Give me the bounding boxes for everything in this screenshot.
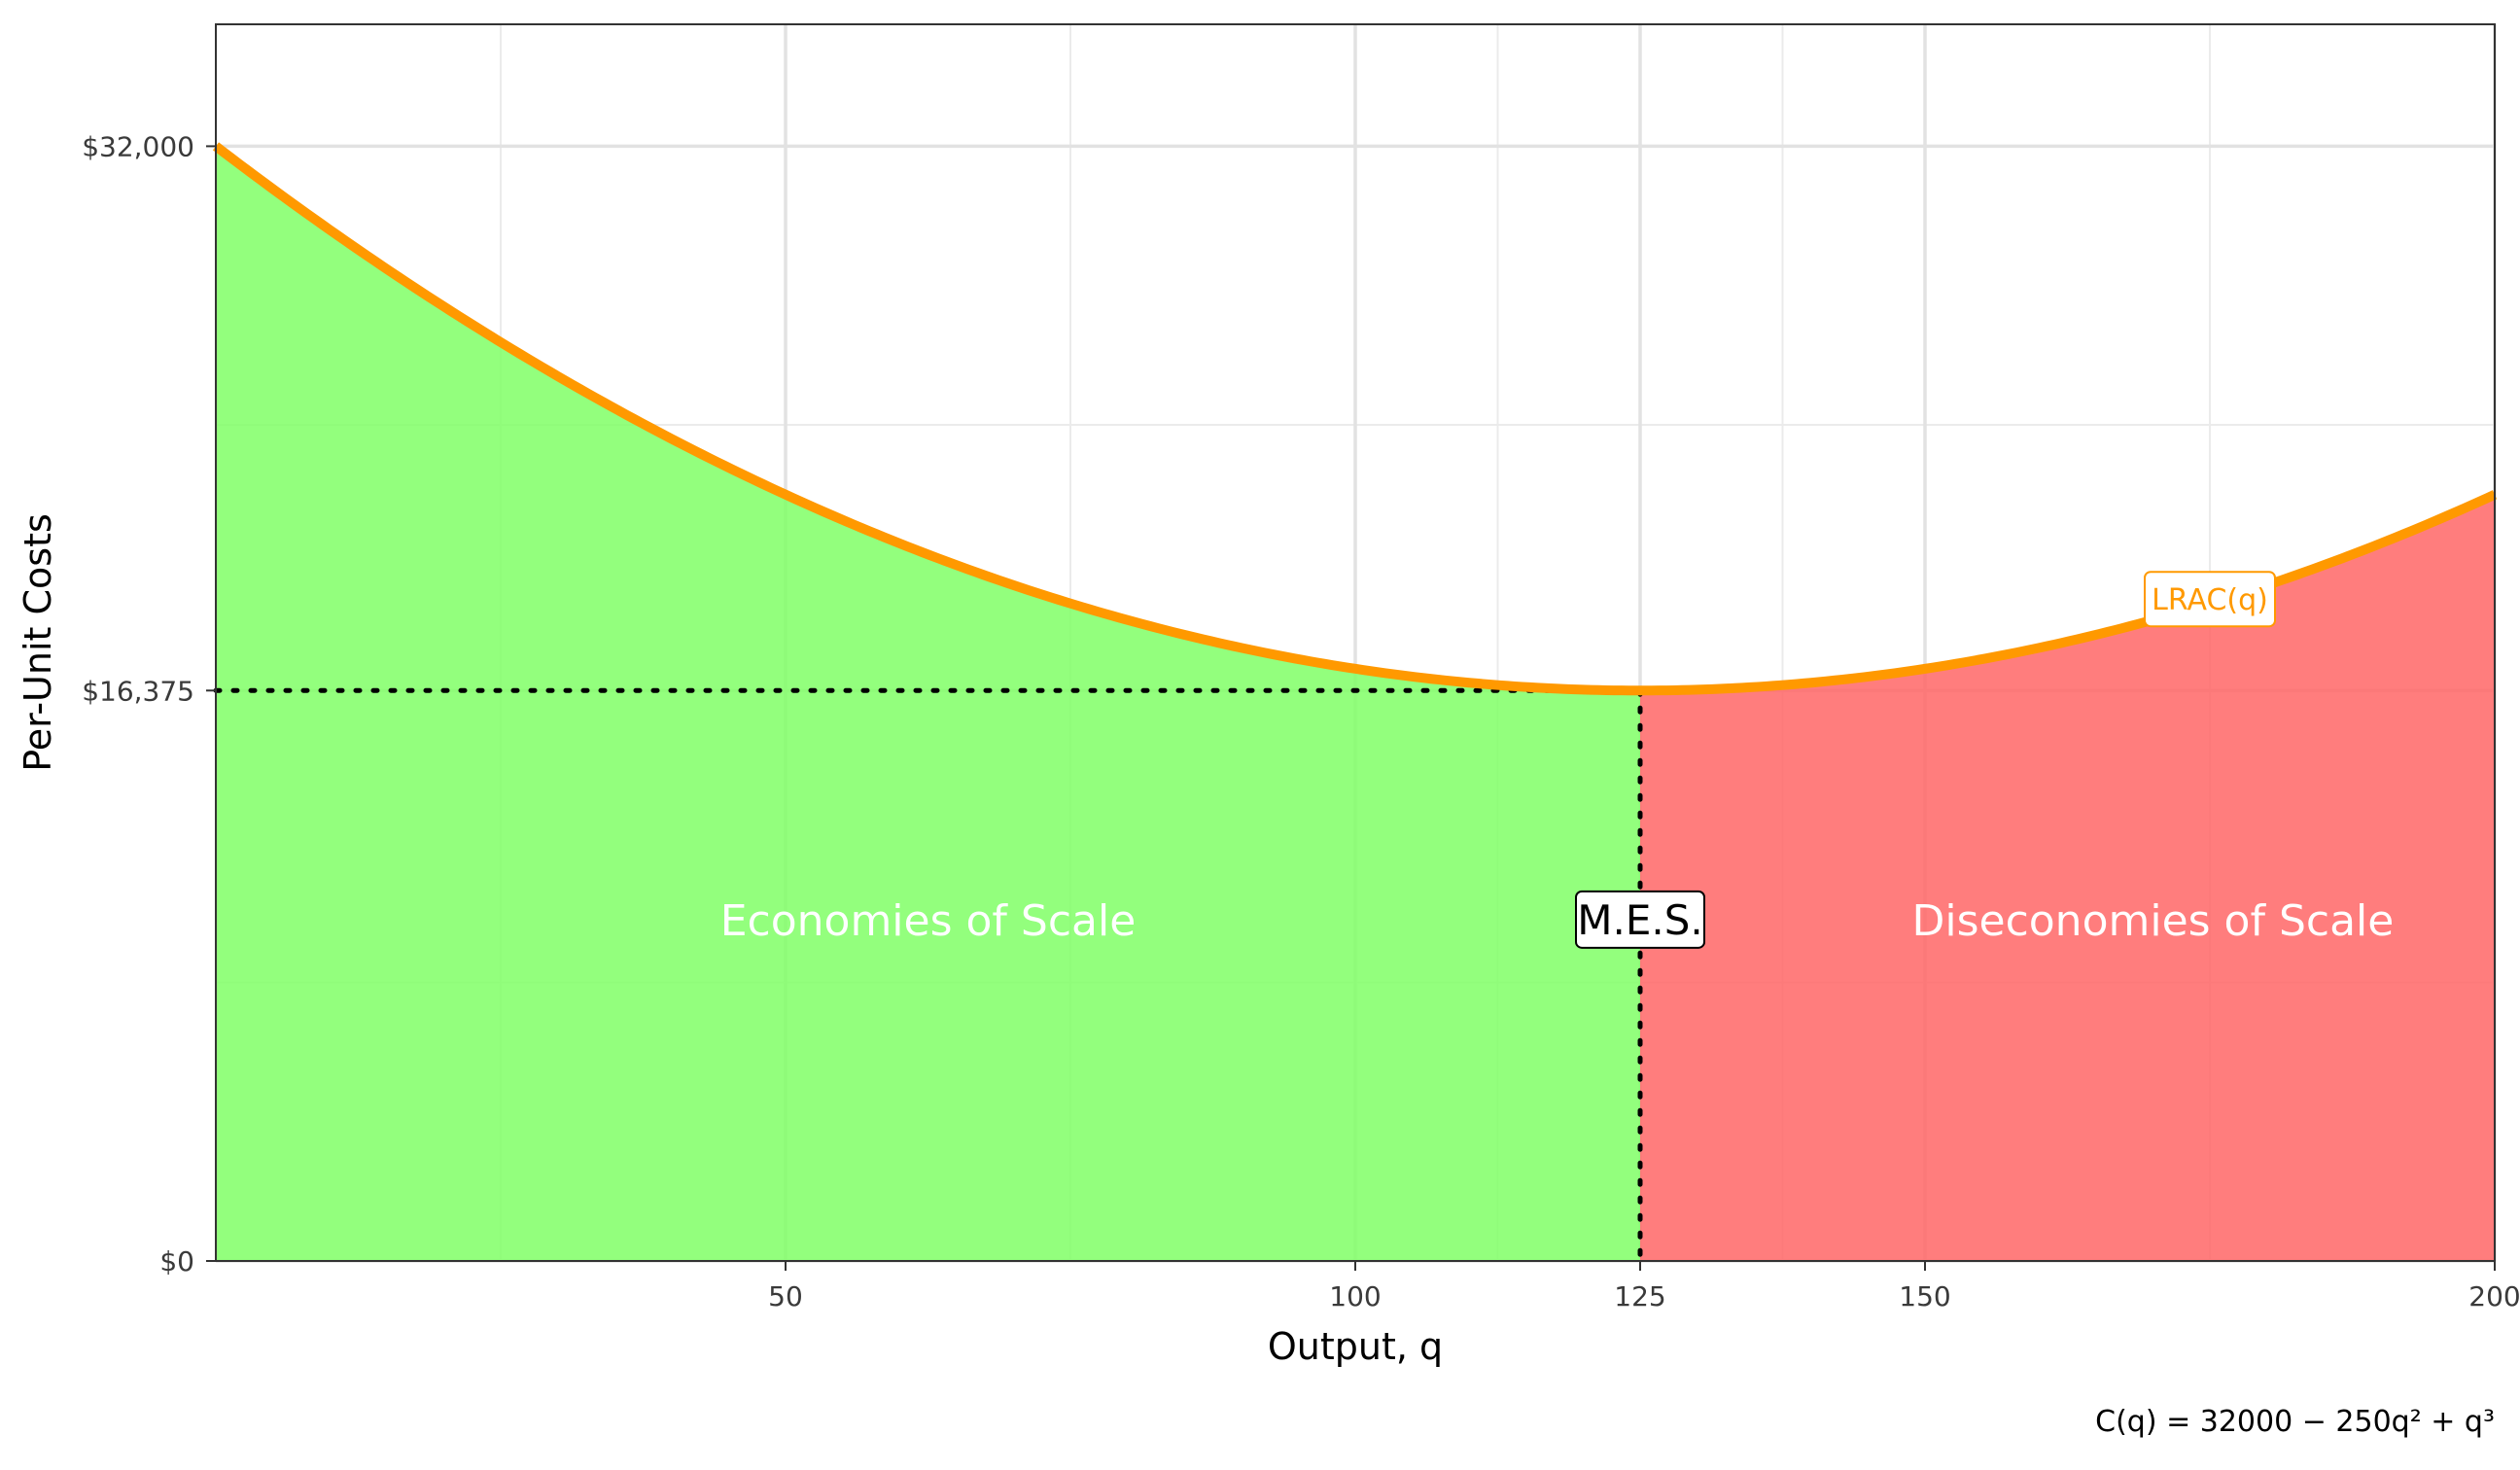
x-tick-label: 125	[1614, 1280, 1665, 1312]
x-axis-title: Output, q	[1268, 1325, 1443, 1368]
y-tick-label: $32,000	[82, 130, 194, 162]
y-axis-title: Per-Unit Costs	[17, 513, 59, 772]
axes: 50 100 125 150 200 $0 $16,375 $32,000	[82, 130, 2520, 1312]
mes-annotation: M.E.S.	[1575, 890, 1705, 949]
mes-guide-lines	[213, 687, 1643, 1264]
x-tick-label: 200	[2468, 1280, 2520, 1312]
x-tick-label: 150	[1899, 1280, 1950, 1312]
shaded-regions	[216, 146, 2495, 1262]
economies-of-scale-label: Economies of Scale	[720, 896, 1137, 946]
y-tick-label: $0	[159, 1245, 194, 1278]
diseconomies-of-scale-label: Diseconomies of Scale	[1911, 896, 2394, 946]
lrac-label: LRAC(q)	[2152, 583, 2268, 617]
economies-region	[216, 146, 1640, 1261]
lrac-label-box	[2144, 571, 2276, 628]
cost-function-caption: C(q) = 32000 − 250q² + q³	[2095, 1405, 2495, 1439]
x-tick-label: 100	[1329, 1280, 1381, 1312]
x-tick-label: 50	[768, 1280, 803, 1312]
mes-label-box	[1575, 890, 1705, 949]
diseconomies-region	[1640, 494, 2495, 1262]
lrac-curve-label: LRAC(q)	[2144, 571, 2276, 628]
lrac-curve-layer	[212, 142, 2498, 696]
y-tick-label: $16,375	[82, 675, 194, 707]
lrac-curve	[212, 142, 2498, 696]
mes-label: M.E.S.	[1577, 896, 1703, 944]
